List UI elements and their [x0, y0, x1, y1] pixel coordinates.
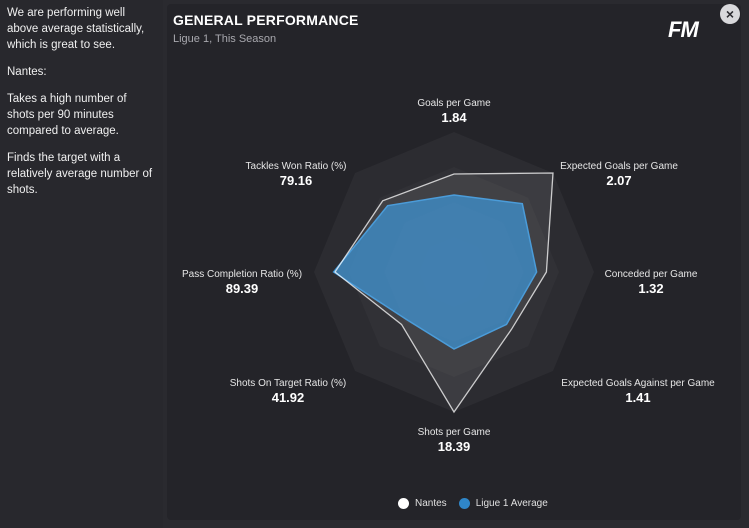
series-average-polygon: [332, 194, 538, 350]
panel-title: GENERAL PERFORMANCE: [173, 12, 359, 28]
metric-shots-per-game: Shots per Game 18.39: [418, 427, 491, 455]
chart-legend: Nantes Ligue 1 Average: [398, 498, 560, 509]
metric-label: Expected Goals Against per Game: [561, 378, 715, 389]
fm-logo: FM: [668, 17, 699, 42]
metric-expected-goals-against: Expected Goals Against per Game 1.41: [561, 378, 714, 406]
notes-paragraph: We are performing well above average sta…: [7, 7, 145, 51]
metric-conceded: Conceded per Game 1.32: [605, 269, 698, 297]
notes-paragraph: Finds the target with a relatively avera…: [7, 152, 153, 196]
metric-label: Shots On Target Ratio (%): [229, 378, 347, 389]
legend-team-swatch: [398, 498, 409, 509]
metric-label: Pass Completion Ratio (%): [181, 269, 303, 280]
metric-shots-on-target-ratio: Shots On Target Ratio (%) 41.92: [230, 378, 347, 406]
metric-value: 79.16: [279, 173, 313, 188]
analysis-notes: We are performing well above average sta…: [0, 0, 163, 528]
metric-value: 1.84: [441, 110, 467, 125]
metric-expected-goals: Expected Goals per Game 2.07: [560, 161, 678, 189]
metric-goals-per-game: Goals per Game 1.84: [417, 98, 490, 126]
series-team-polygon: [334, 172, 554, 414]
legend-team-label: Nantes: [415, 498, 447, 509]
metric-value: 41.92: [271, 390, 305, 405]
metric-value: 1.41: [625, 390, 651, 405]
panel-subtitle: Ligue 1, This Season: [173, 33, 277, 45]
metric-tackles-won: Tackles Won Ratio (%) 79.16: [246, 161, 347, 189]
metric-label: Expected Goals per Game: [560, 161, 678, 172]
legend-item-team[interactable]: Nantes: [398, 498, 447, 509]
radar-series: [332, 172, 554, 414]
close-icon: ×: [725, 6, 735, 22]
metric-value: 18.39: [437, 439, 471, 454]
legend-item-average[interactable]: Ligue 1 Average: [458, 498, 548, 509]
notes-paragraph: Nantes:: [7, 66, 47, 78]
metric-value: 2.07: [606, 173, 632, 188]
metric-pass-completion: Pass Completion Ratio (%) 89.39: [182, 269, 302, 297]
metric-value: 89.39: [225, 281, 259, 296]
metric-label: Shots per Game: [417, 427, 491, 438]
metric-label: Goals per Game: [417, 98, 491, 109]
metric-label: Tackles Won Ratio (%): [245, 161, 347, 172]
legend-average-label: Ligue 1 Average: [475, 498, 548, 509]
metric-label: Conceded per Game: [604, 269, 698, 280]
close-button[interactable]: ×: [720, 4, 740, 24]
legend-average-swatch: [458, 498, 470, 509]
radar-chart: [314, 132, 594, 414]
metric-value: 1.32: [638, 281, 664, 296]
notes-paragraph: Takes a high number of shots per 90 minu…: [7, 93, 127, 137]
